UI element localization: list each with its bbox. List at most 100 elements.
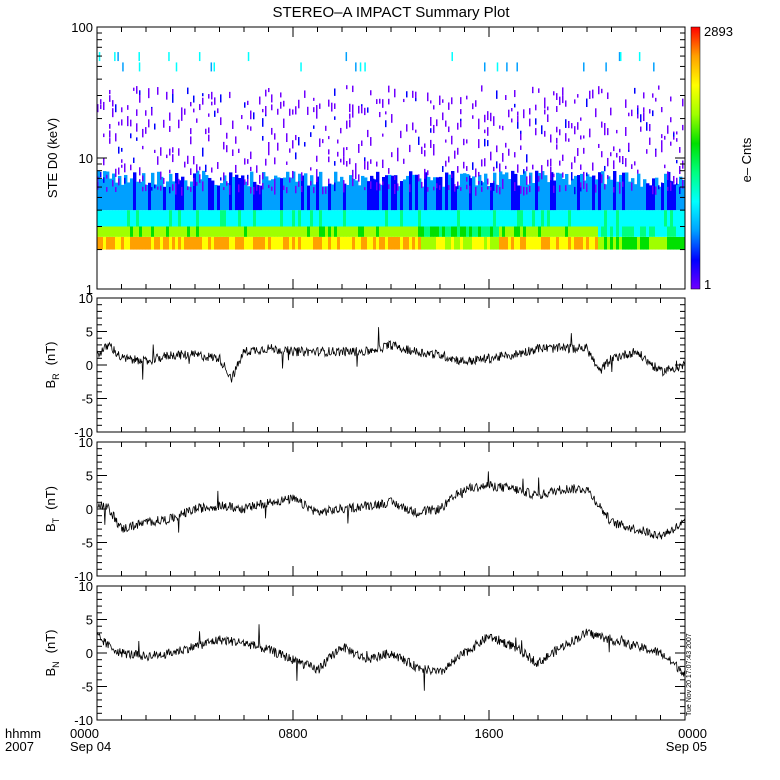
- spectrogram-cell: [133, 226, 137, 237]
- spectrogram-cell: [391, 114, 393, 123]
- spectrogram-cell: [592, 175, 596, 211]
- spectrogram-cell: [586, 236, 590, 250]
- spectrogram-cell: [544, 109, 546, 115]
- spectrogram-cell: [382, 210, 386, 227]
- spectrogram-cell: [607, 210, 611, 227]
- spectrogram-cell: [478, 123, 480, 130]
- spectrogram-cell: [631, 226, 635, 237]
- spectrogram-cell: [517, 210, 521, 227]
- spectrogram-cell: [109, 236, 113, 250]
- spectrogram-cell: [466, 177, 468, 182]
- spectrogram-cell: [508, 226, 512, 237]
- spectrogram-cell: [328, 99, 330, 107]
- spectrogram-cell: [583, 171, 585, 181]
- spectrogram-cell: [565, 100, 567, 105]
- spectrogram-cell: [262, 210, 266, 227]
- spectrogram-cell: [259, 186, 261, 195]
- spectrogram-cell: [487, 236, 491, 250]
- spectrogram-cell: [658, 210, 662, 227]
- spectrogram-cell: [448, 126, 450, 133]
- spectrogram-cell: [673, 132, 675, 137]
- spectrogram-cell: [232, 210, 236, 227]
- spectrogram-cell: [193, 210, 197, 227]
- spectrogram-cell: [106, 236, 110, 250]
- spectrogram-cell: [502, 174, 506, 211]
- spectrogram-cell: [355, 180, 359, 211]
- spectrogram-cell: [316, 236, 320, 250]
- spectrogram-cell: [565, 185, 567, 192]
- spectrogram-cell: [352, 236, 356, 250]
- spectrogram-cell: [280, 92, 282, 98]
- spectrogram-cell: [640, 126, 642, 132]
- spectrogram-cell: [313, 187, 315, 194]
- spectrogram-cell: [235, 236, 239, 250]
- spectrogram-cell: [316, 174, 318, 183]
- spectrogram-cell: [430, 128, 432, 133]
- spectrogram-cell: [286, 226, 290, 237]
- spectrogram-cell: [418, 174, 420, 182]
- spectrogram-cell: [193, 156, 195, 165]
- spectrogram-cell: [211, 226, 215, 237]
- spectrogram-cell: [232, 236, 236, 250]
- colorbar-min-label: 1: [704, 277, 711, 292]
- spectrogram-cell: [241, 175, 245, 211]
- spectrogram-cell: [136, 123, 138, 132]
- spectrogram-cell: [196, 210, 200, 227]
- spectrogram-cell: [217, 226, 221, 237]
- spectrogram-cell: [397, 183, 399, 191]
- spectrogram-cell: [112, 173, 116, 211]
- spectrogram-cell: [544, 236, 548, 250]
- spectrogram-cell: [163, 177, 165, 184]
- spectrogram-cell: [220, 236, 224, 250]
- spectrogram-cell: [124, 236, 128, 250]
- spectrogram-cell: [292, 109, 294, 115]
- spectrogram-cell: [397, 226, 401, 237]
- spectrogram-cell: [238, 185, 240, 193]
- spectrogram-cell: [145, 110, 147, 116]
- spectrogram-cell: [463, 138, 465, 146]
- spectrogram-cell: [211, 180, 215, 211]
- spectrogram-cell: [229, 94, 231, 98]
- spectrogram-cell: [109, 210, 113, 227]
- spectrogram-cell: [535, 104, 537, 111]
- spectrogram-cell: [244, 210, 248, 227]
- bt-y-tick-label: 10: [79, 435, 93, 450]
- spectrogram-cell: [133, 157, 135, 163]
- spectrogram-cell: [538, 186, 540, 192]
- spectrogram-cell: [445, 226, 449, 237]
- spectrogram-cell: [430, 117, 432, 126]
- bn-panel: -10 -5 0 5 10 BN (nT): [43, 579, 686, 728]
- spectrogram-cell: [337, 181, 341, 211]
- spectrogram-cell: [112, 226, 116, 237]
- spectrogram-cell: [568, 210, 572, 227]
- spectrogram-cell: [637, 169, 639, 174]
- spectrogram-cell: [313, 97, 315, 101]
- spectrogram-cell: [295, 134, 297, 141]
- spectrogram-cell: [556, 210, 560, 227]
- spectrogram-cell: [655, 150, 657, 157]
- spectrogram-cell: [568, 138, 570, 142]
- spectrogram-cell: [304, 142, 306, 147]
- spectrogram-cell: [334, 161, 336, 166]
- spectrogram-cell: [97, 181, 99, 190]
- spectrogram-cell: [198, 52, 201, 62]
- spectrogram-cell: [424, 236, 428, 250]
- spectrogram-cell: [190, 236, 194, 250]
- spectrogram-cell: [118, 178, 120, 186]
- spectrogram-cell: [619, 186, 621, 194]
- spectrogram-cell: [226, 145, 228, 153]
- spectrogram-cell: [220, 210, 224, 227]
- spectrogram-cell: [574, 210, 578, 227]
- spectrogram-cell: [202, 236, 206, 250]
- spectrogram-cell: [448, 210, 452, 227]
- spectrogram-cell: [418, 178, 422, 211]
- br-y-tick-label: -10: [74, 425, 93, 440]
- spectrogram-cell: [517, 164, 519, 173]
- spectrogram-cell: [664, 210, 668, 227]
- spectrogram-cell: [136, 236, 140, 250]
- spectrogram-cell: [583, 236, 587, 250]
- bn-y-tick-label: -5: [81, 680, 93, 695]
- spectrogram-cell: [619, 52, 622, 62]
- spectrogram-cell: [520, 186, 522, 194]
- spectrogram-cell: [637, 108, 639, 115]
